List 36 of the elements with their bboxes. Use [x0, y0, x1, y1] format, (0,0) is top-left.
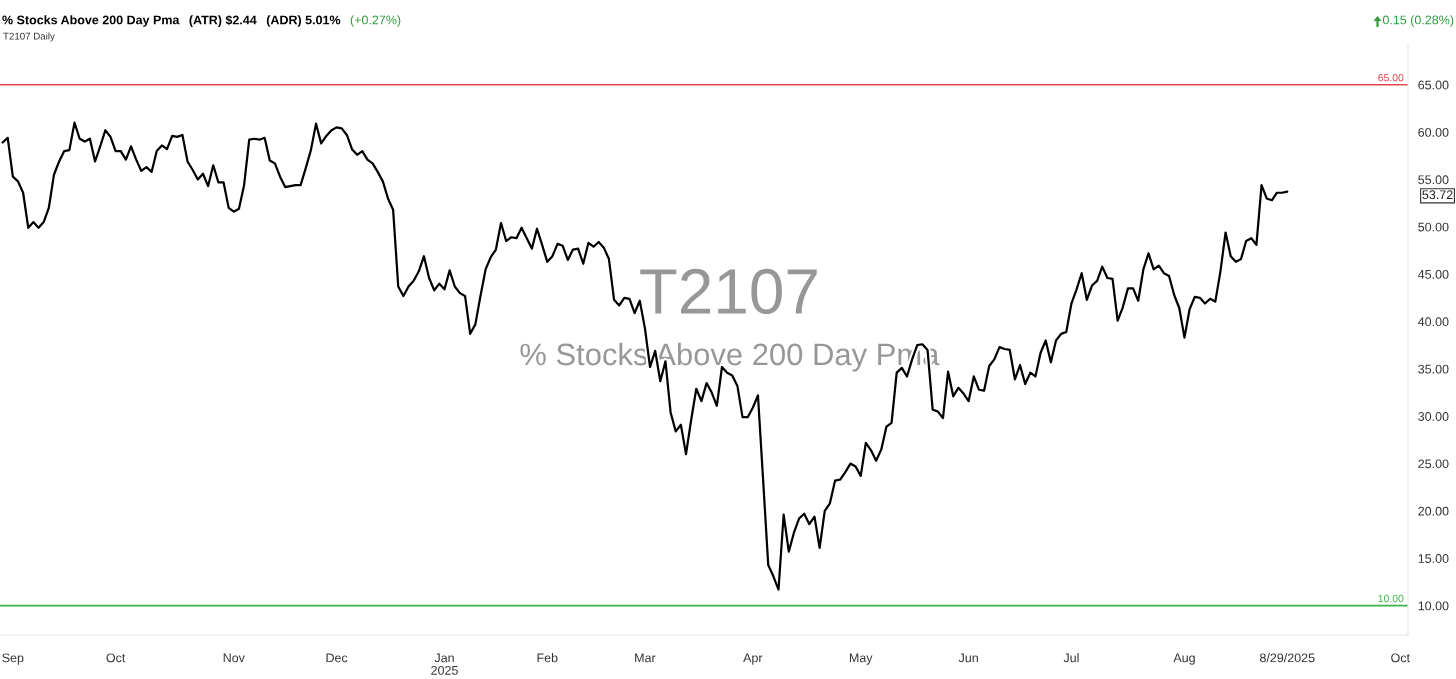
text: 0.15 (0.28%): [1382, 15, 1454, 27]
x-tick-label: 8/29/2025: [1259, 653, 1315, 663]
x-tick-label: Nov: [223, 653, 245, 663]
x-tick-label: Sep: [2, 653, 24, 665]
y-tick-label: 15.00: [1418, 554, 1449, 563]
y-tick-label: 10.00: [1418, 601, 1449, 611]
y-tick-label: 20.00: [1418, 506, 1449, 516]
y-tick-label: 60.00: [1418, 127, 1449, 137]
ref-line-label: 65.00: [1378, 73, 1404, 82]
text: (ADR) 5.01%: [266, 15, 341, 27]
x-tick-label: Oct: [106, 653, 126, 663]
x-tick-label: Aug: [1173, 653, 1195, 665]
x-tick-label: Jan 2025: [431, 653, 458, 675]
text: 53.72: [1422, 190, 1453, 200]
x-tick-label: May: [849, 653, 873, 665]
ref-line-label: 10.00: [1378, 594, 1404, 603]
text: T2107 Daily: [3, 32, 55, 42]
x-tick-label: Oct: [1391, 653, 1410, 663]
y-tick-label: 45.00: [1418, 269, 1449, 279]
y-tick-label: 40.00: [1418, 317, 1449, 327]
y-tick-label: 50.00: [1418, 222, 1449, 232]
y-tick-label: 35.00: [1418, 364, 1449, 374]
y-tick-label: 65.00: [1418, 80, 1449, 90]
y-tick-label: 30.00: [1418, 412, 1449, 421]
x-tick-label: Jun: [958, 653, 978, 663]
text: (+0.27%): [350, 15, 401, 27]
x-tick-label: Apr: [743, 653, 763, 665]
x-tick-label: Mar: [635, 653, 656, 663]
x-tick-label: Feb: [537, 653, 558, 663]
y-tick-label: 55.00: [1418, 175, 1449, 185]
y-tick-label: 25.00: [1418, 459, 1449, 469]
x-tick-label: Jul: [1063, 653, 1079, 663]
x-tick-label: Dec: [326, 653, 348, 663]
annotation: T2107: [640, 268, 817, 315]
text: (ATR) $2.44: [189, 15, 257, 27]
chart-title: % Stocks Above 200 Day Pma: [2, 15, 180, 27]
